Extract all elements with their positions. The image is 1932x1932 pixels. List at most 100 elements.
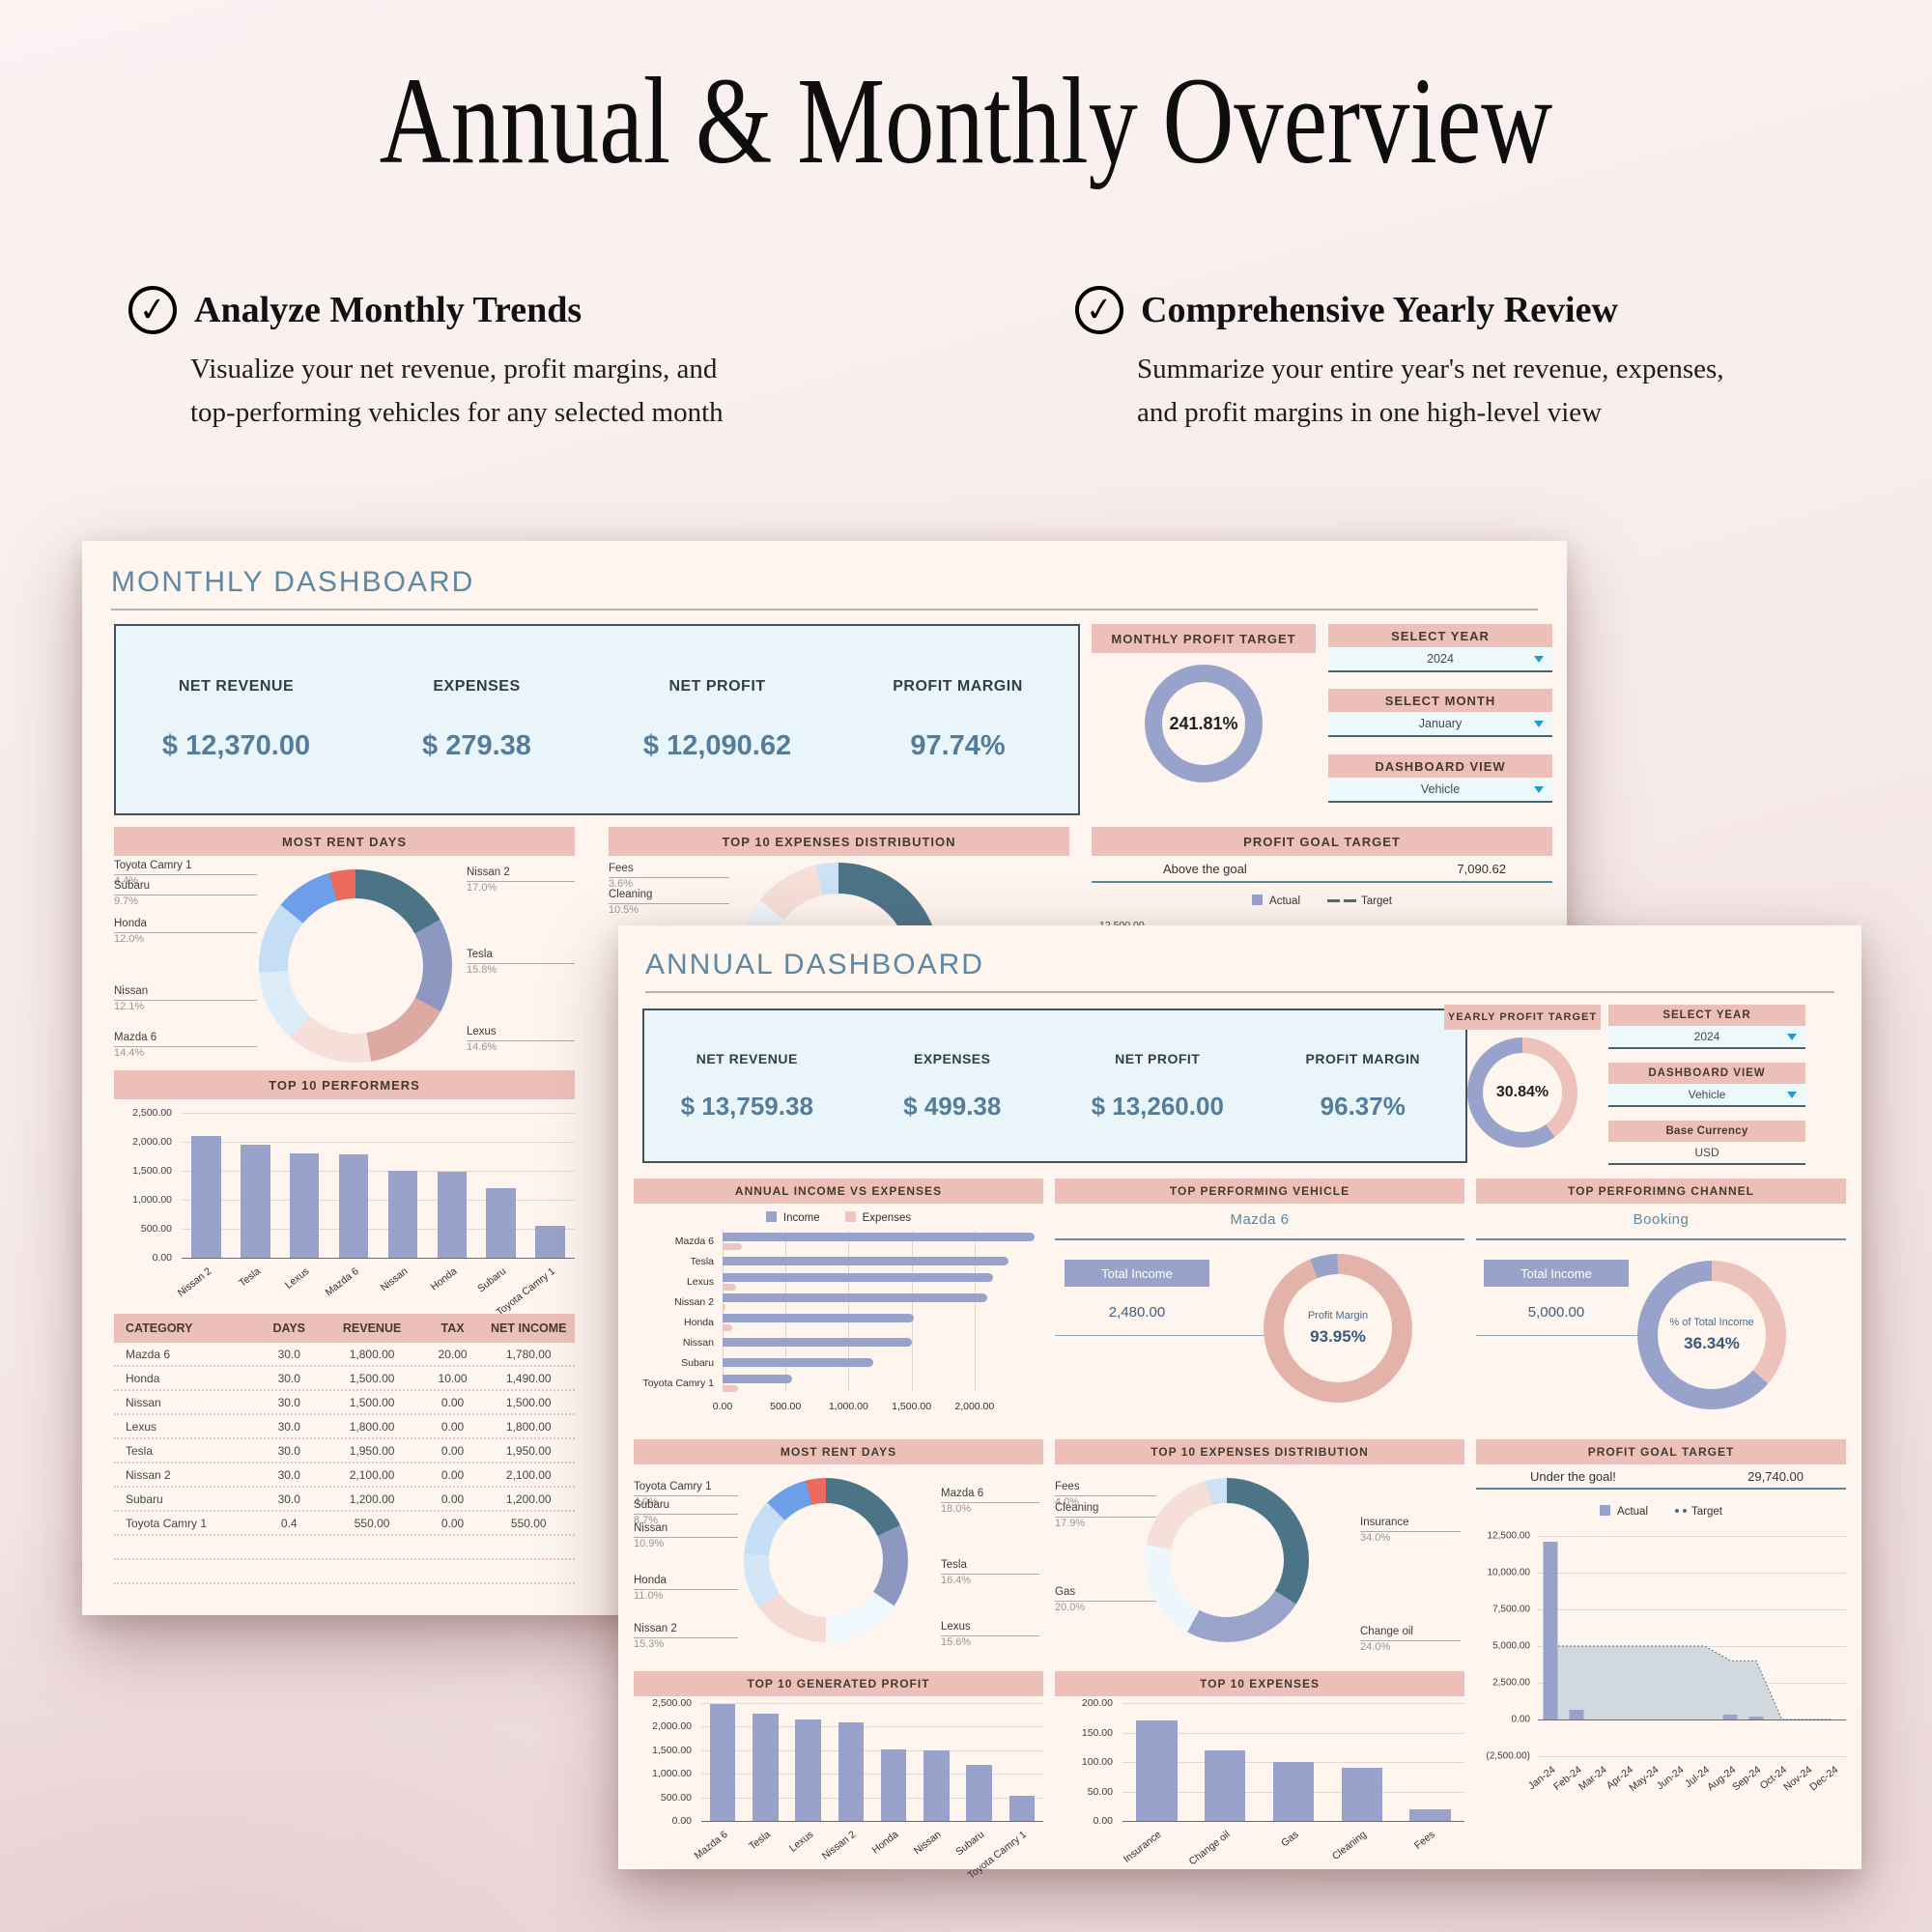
donut-label-name: Tesla: [467, 949, 493, 960]
donut-labels-left: Toyota Camry 1 4.4% Subaru 9.7% Honda 12.0% Ni…: [114, 860, 257, 1067]
gridline: [701, 1749, 1043, 1751]
divider: [1476, 1238, 1846, 1240]
donut-label-pct: 14.4%: [114, 1045, 257, 1060]
bar-slot: [1122, 1703, 1191, 1821]
table-cell: 1,800.00: [505, 1419, 552, 1434]
donut-label-name: Insurance: [1360, 1517, 1409, 1528]
x-axis-tick: Change oil: [1186, 1829, 1233, 1868]
donut-label-name: Gas: [1055, 1586, 1076, 1598]
divider: [1476, 1335, 1689, 1336]
dashboard-view-dropdown[interactable]: Vehicle: [1328, 778, 1552, 803]
chevron-down-icon[interactable]: [1787, 1033, 1797, 1040]
table-cell: 30.0: [277, 1347, 300, 1361]
base-currency-field[interactable]: USD: [1608, 1142, 1805, 1165]
kpi-value: $ 499.38: [903, 1091, 1002, 1121]
gridline: [911, 1231, 913, 1391]
table-cell: 30.0: [277, 1443, 300, 1458]
table-cell: 1,200.00: [349, 1492, 395, 1506]
y-axis-tick: 1,000.00: [132, 1194, 172, 1206]
dashboard-view-dropdown[interactable]: Vehicle: [1608, 1084, 1805, 1107]
bar: [241, 1145, 270, 1258]
y-axis: 2,500.00 2,000.00 1,500.00 1,000.00 500.00 0.…: [634, 1697, 701, 1827]
donut-label-name: Nissan 2: [634, 1623, 677, 1634]
expenses-bar: [723, 1384, 738, 1392]
donut-label-name: Nissan: [634, 1522, 668, 1534]
donut-label: Subaru 8.7%: [634, 1499, 738, 1527]
y-axis-tick: 50.00: [1087, 1785, 1113, 1798]
donut-label: Lexus 14.6%: [467, 1026, 575, 1054]
bar-slot: [830, 1703, 872, 1821]
donut-label-name: Change oil: [1360, 1626, 1413, 1637]
kpi-value: 97.74%: [910, 729, 1006, 761]
income-bar: [723, 1232, 1036, 1241]
legend-swatch-target: [1683, 1508, 1687, 1513]
donut-label-pct: 24.0%: [1360, 1639, 1461, 1654]
donut-value: 36.34%: [1684, 1334, 1740, 1352]
gridline: [182, 1200, 575, 1201]
chevron-down-icon[interactable]: [1787, 1091, 1797, 1098]
chart-row: Subaru: [634, 1352, 1043, 1373]
donut-label: Nissan 10.9%: [634, 1522, 738, 1550]
bar: [1409, 1808, 1451, 1821]
gridline: [1538, 1608, 1846, 1610]
select-year-dropdown[interactable]: 2024: [1608, 1026, 1805, 1049]
table-cell: 0.00: [440, 1492, 465, 1506]
table-cell: 1,500.00: [349, 1395, 395, 1409]
chart-row: Honda: [634, 1312, 1043, 1332]
bar: [1722, 1715, 1738, 1720]
kpi-value: $ 12,370.00: [161, 729, 311, 761]
bar: [1543, 1542, 1558, 1720]
x-axis-tick: Cleaning: [1330, 1829, 1370, 1862]
profit-goal-status: Above the goal: [1163, 861, 1247, 876]
table-cell: 550.00: [510, 1516, 547, 1530]
select-month-dropdown[interactable]: January: [1328, 712, 1552, 737]
donut-label: Tesla 15.8%: [467, 949, 575, 977]
donut-label-name: Honda: [114, 918, 147, 929]
kpi-net-revenue: NET REVENUE $ 13,759.38: [644, 1010, 850, 1161]
donut-label-pct: 11.0%: [634, 1588, 738, 1603]
row-track: [723, 1293, 1043, 1311]
x-axis-tick: Insurance: [1122, 1829, 1164, 1865]
table-header-cell: DAYS: [272, 1321, 306, 1335]
x-axis-tick: Honda: [428, 1265, 460, 1293]
bar: [289, 1153, 320, 1258]
kpi-value: $ 279.38: [422, 729, 531, 761]
legend-swatch-expenses: [844, 1211, 856, 1222]
section-header-most-rent-days: MOST RENT DAYS: [114, 827, 575, 856]
kpi-label: NET PROFIT: [1115, 1050, 1201, 1066]
select-year-dropdown[interactable]: 2024: [1328, 647, 1552, 672]
bar-slot: [231, 1113, 280, 1258]
legend-income: Income: [765, 1211, 820, 1224]
donut-label: Nissan 12.1%: [114, 985, 257, 1013]
legend-swatch-target: [1675, 1508, 1679, 1513]
gridline: [1122, 1821, 1464, 1822]
y-axis-tick: 2,000.00: [132, 1136, 172, 1148]
chart-row: Nissan 2: [634, 1292, 1043, 1312]
table-cell: 1,800.00: [349, 1347, 395, 1361]
y-axis-tick: 100.00: [1081, 1756, 1113, 1768]
gridline: [974, 1231, 976, 1391]
chevron-down-icon[interactable]: [1534, 720, 1544, 727]
donut-label-name: Subaru: [634, 1499, 670, 1511]
y-axis-tick: 500.00: [660, 1791, 692, 1804]
donut-label-pct: 12.0%: [114, 931, 257, 946]
dashboard-view-label: DASHBOARD VIEW: [1608, 1063, 1805, 1084]
table-cell: Toyota Camry 1: [126, 1516, 208, 1530]
row-track: [723, 1232, 1043, 1250]
donut-label: Tesla 16.4%: [941, 1559, 1039, 1587]
chevron-down-icon[interactable]: [1534, 655, 1544, 663]
table-cell: 30.0: [277, 1419, 300, 1434]
section-header-top-expenses: TOP 10 EXPENSES: [1055, 1671, 1464, 1696]
row-label: Nissan 2: [674, 1295, 714, 1308]
bar-slot: [958, 1703, 1001, 1821]
donut-label-pct: 18.0%: [941, 1501, 1039, 1516]
chevron-down-icon[interactable]: [1534, 785, 1544, 793]
donut-value: 93.95%: [1310, 1327, 1366, 1346]
feature-heading: Comprehensive Yearly Review: [1141, 290, 1618, 330]
table-cell: 0.00: [440, 1419, 465, 1434]
donut-label-pct: 15.3%: [634, 1636, 738, 1651]
table-cell: Nissan: [126, 1395, 161, 1409]
donut-label-pct: 14.6%: [467, 1039, 575, 1054]
table-cell: 1,950.00: [505, 1443, 552, 1458]
kpi-value: $ 12,090.62: [642, 729, 792, 761]
